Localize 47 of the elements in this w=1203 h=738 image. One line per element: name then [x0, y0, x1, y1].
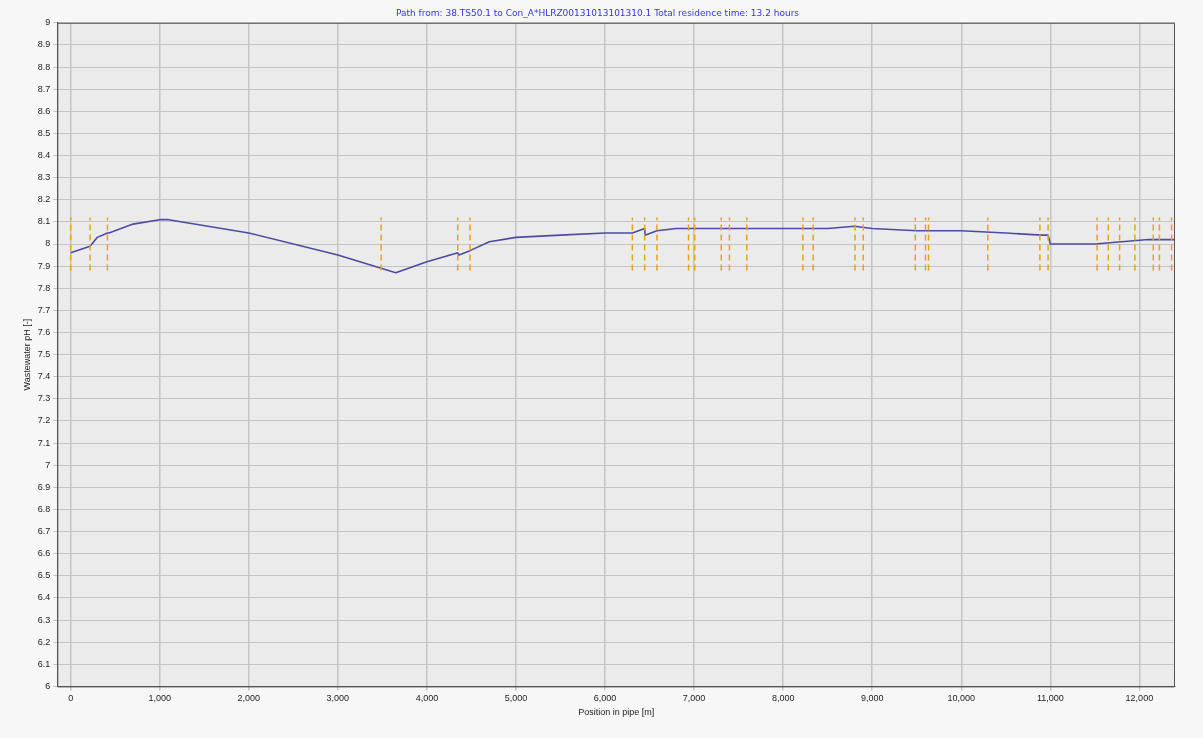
x-tick-label: 3,000 [326, 693, 350, 704]
y-tick-label: 6.7 [37, 526, 51, 537]
y-tick-label: 8.3 [37, 172, 51, 183]
x-tick-label: 1,000 [148, 693, 171, 704]
chart-title: Path from: 38.TS50.1 to Con_A*HLRZ00131013101310.1 Total residence time: 13.2 hours [395, 7, 800, 18]
x-tick-label: 5,000 [504, 693, 528, 704]
y-tick-label: 7 [45, 459, 51, 470]
y-tick-label: 6 [45, 680, 51, 691]
y-tick-label: 6.1 [37, 658, 51, 669]
y-tick-label: 7.5 [37, 349, 51, 360]
y-tick-label: 7.8 [37, 282, 51, 293]
x-tick-label: 12,000 [1125, 693, 1154, 704]
y-tick-label: 6.2 [37, 636, 51, 647]
x-tick-label: 4,000 [415, 693, 439, 704]
y-axis-title: Wastewater pH [-] [21, 318, 32, 391]
x-tick-label: 6,000 [593, 693, 617, 704]
y-tick-label: 6.9 [37, 481, 51, 492]
y-tick-label: 6.6 [37, 548, 51, 559]
y-tick-label: 8.6 [37, 105, 51, 116]
x-tick-label: 8,000 [771, 693, 795, 704]
x-tick-label: 7,000 [682, 693, 706, 704]
y-tick-label: 7.7 [37, 304, 51, 315]
y-tick-label: 7.3 [37, 393, 51, 404]
y-tick-label: 8.9 [37, 39, 51, 50]
x-tick-label: 0 [68, 693, 74, 704]
y-tick-label: 6.5 [37, 570, 51, 581]
y-tick-label: 9 [45, 17, 51, 28]
y-tick-label: 8.5 [37, 127, 51, 138]
y-tick-label: 8 [45, 238, 51, 249]
y-tick-label: 6.3 [37, 614, 51, 625]
y-tick-label: 7.4 [37, 371, 51, 382]
y-tick-label: 8.7 [37, 83, 51, 94]
y-tick-label: 6.8 [37, 503, 51, 514]
y-tick-label: 8.1 [37, 216, 51, 227]
y-tick-label: 6.4 [37, 592, 51, 603]
y-tick-label: 7.9 [37, 260, 51, 271]
x-axis-title: Position in pipe [m] [578, 707, 655, 718]
y-tick-label: 7.6 [37, 326, 51, 337]
x-tick-label: 9,000 [860, 693, 884, 704]
y-tick-label: 8.8 [37, 61, 51, 72]
y-tick-label: 7.1 [37, 437, 51, 448]
x-tick-label: 2,000 [237, 693, 261, 704]
x-tick-label: 10,000 [947, 693, 976, 704]
y-tick-label: 8.2 [37, 194, 51, 205]
y-tick-label: 8.4 [37, 150, 51, 160]
x-tick-label: 11,000 [1036, 693, 1064, 704]
y-tick-label: 7.2 [37, 415, 51, 426]
